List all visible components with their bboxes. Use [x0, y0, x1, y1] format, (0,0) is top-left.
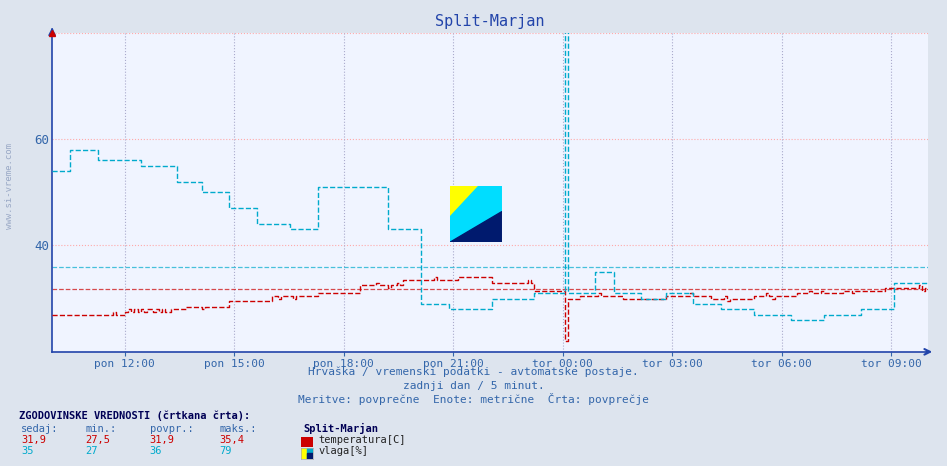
Text: Split-Marjan: Split-Marjan — [303, 423, 378, 433]
Text: zadnji dan / 5 minut.: zadnji dan / 5 minut. — [402, 381, 545, 391]
Text: 35: 35 — [21, 446, 33, 456]
Text: Meritve: povprečne  Enote: metrične  Črta: povprečje: Meritve: povprečne Enote: metrične Črta:… — [298, 393, 649, 405]
Text: povpr.:: povpr.: — [150, 424, 193, 433]
Text: 27: 27 — [85, 446, 98, 456]
Text: vlaga[%]: vlaga[%] — [318, 446, 368, 456]
Text: sedaj:: sedaj: — [21, 424, 59, 433]
Text: Hrvaška / vremenski podatki - avtomatske postaje.: Hrvaška / vremenski podatki - avtomatske… — [308, 367, 639, 377]
Text: maks.:: maks.: — [220, 424, 258, 433]
Text: ZGODOVINSKE VREDNOSTI (črtkana črta):: ZGODOVINSKE VREDNOSTI (črtkana črta): — [19, 411, 250, 421]
Title: Split-Marjan: Split-Marjan — [436, 14, 545, 29]
Polygon shape — [450, 186, 502, 242]
Text: 31,9: 31,9 — [150, 435, 174, 445]
Text: 35,4: 35,4 — [220, 435, 244, 445]
Polygon shape — [450, 212, 502, 242]
Polygon shape — [450, 186, 478, 217]
Text: www.si-vreme.com: www.si-vreme.com — [5, 144, 14, 229]
Bar — [307, 453, 313, 459]
Text: min.:: min.: — [85, 424, 116, 433]
Bar — [307, 448, 313, 459]
Text: 27,5: 27,5 — [85, 435, 110, 445]
Text: 36: 36 — [150, 446, 162, 456]
Text: 31,9: 31,9 — [21, 435, 45, 445]
Text: temperatura[C]: temperatura[C] — [318, 435, 405, 445]
Text: 79: 79 — [220, 446, 232, 456]
